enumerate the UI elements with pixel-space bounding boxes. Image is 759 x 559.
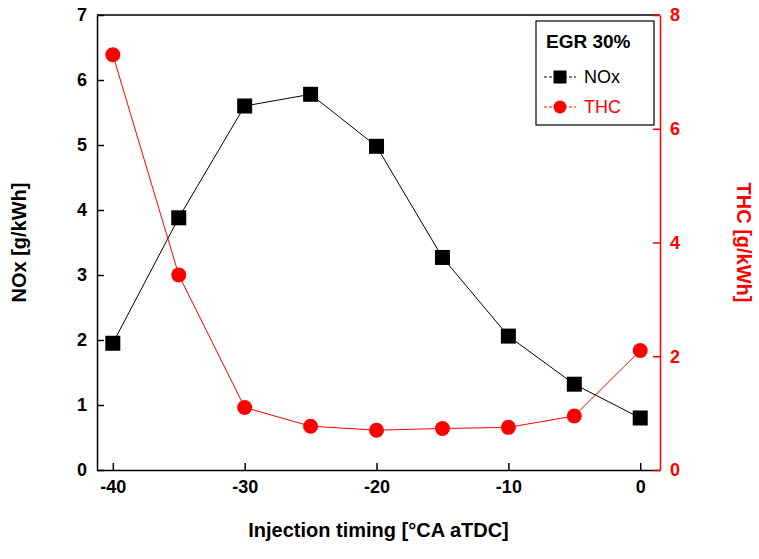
x-axis-title: Injection timing [°CA aTDC] [248,519,509,541]
marker [369,423,384,438]
tick-label: 6 [670,119,680,139]
tick-label: 4 [77,200,87,220]
tick: 4 [653,233,680,253]
tick: -20 [364,463,390,497]
tick: 1 [77,395,104,415]
legend: EGR 30% NOx THC [536,21,654,125]
legend-label: THC [584,97,621,117]
tick-mark [653,356,660,358]
y2-axis-title: THC [g/kWh] [733,183,755,303]
marker [435,250,450,265]
legend-box [536,21,654,125]
legend-marker [554,71,567,84]
tick-mark [97,340,104,342]
tick-mark [653,129,660,131]
frame [97,14,660,16]
marker [303,419,318,434]
tick-mark [97,15,104,17]
tick: 6 [77,70,104,90]
marker [567,408,582,423]
tick-label: -40 [100,477,126,497]
tick-label: -20 [364,477,390,497]
marker [501,420,516,435]
tick-label: -30 [232,477,258,497]
marker [633,343,648,358]
tick: 3 [77,265,104,285]
tick-label: 4 [670,233,680,253]
tick-label: 2 [77,330,87,350]
tick: 0 [653,460,680,480]
tick-label: 0 [670,460,680,480]
tick-label: 5 [77,135,87,155]
legend-entry: THC [544,97,621,117]
legend-label: NOx [584,67,620,87]
y-axis: 0 1 2 3 4 5 6 7 [77,5,104,480]
tick-mark [244,463,246,470]
tick-mark [97,210,104,212]
chart: -40 -30 -20 -10 0 0 1 2 3 4 5 6 7 0 2 4 6 8 EGR 30% NOx THC I… [0,0,759,559]
tick-mark [113,463,115,470]
plot: -40 -30 -20 -10 0 0 1 2 3 4 5 6 7 0 2 4 6 8 EGR 30% NOx THC [77,5,680,497]
marker [171,210,186,225]
legend-entry: NOx [544,67,620,87]
tick: 2 [653,347,680,367]
tick: 8 [653,5,680,25]
tick-label: 8 [670,5,680,25]
marker [237,400,252,415]
tick-label: -10 [496,477,522,497]
tick: 4 [77,200,104,220]
tick-mark [640,463,642,470]
data-layer [105,47,647,437]
tick-mark [97,470,104,472]
marker [105,47,120,62]
marker [237,99,252,114]
tick: 7 [77,5,104,25]
tick: 0 [636,463,646,497]
tick-mark [376,463,378,470]
tick: -40 [100,463,126,497]
tick-label: 2 [670,347,680,367]
x-axis: -40 -30 -20 -10 0 [98,463,661,497]
marker [369,139,384,154]
tick: -30 [232,463,258,497]
series-line [113,55,640,430]
marker [435,421,450,436]
marker [105,336,120,351]
tick: -10 [496,463,522,497]
legend-marker [554,101,567,114]
tick-mark [653,242,660,244]
axis-line [97,16,99,471]
tick-mark [508,463,510,470]
tick-label: 7 [77,5,87,25]
marker [303,87,318,102]
tick: 5 [77,135,104,155]
tick-label: 6 [77,70,87,90]
tick-mark [97,145,104,147]
tick-mark [97,275,104,277]
y2-axis: 0 2 4 6 8 [653,5,680,480]
marker [633,411,648,426]
marker [501,329,516,344]
axis-line [98,470,661,472]
tick-label: 3 [77,265,87,285]
tick: 2 [77,330,104,350]
tick: 6 [653,119,680,139]
tick: 0 [77,460,104,480]
marker [171,267,186,282]
tick-label: 1 [77,395,87,415]
tick-mark [97,405,104,407]
tick-label: 0 [636,477,646,497]
series-line [113,94,640,418]
marker [567,377,582,392]
tick-label: 0 [77,460,87,480]
tick-mark [653,15,660,17]
y-axis-title: NOx [g/kWh] [8,183,30,303]
tick-mark [97,80,104,82]
tick-mark [653,470,660,472]
annotation: EGR 30% [546,31,631,52]
